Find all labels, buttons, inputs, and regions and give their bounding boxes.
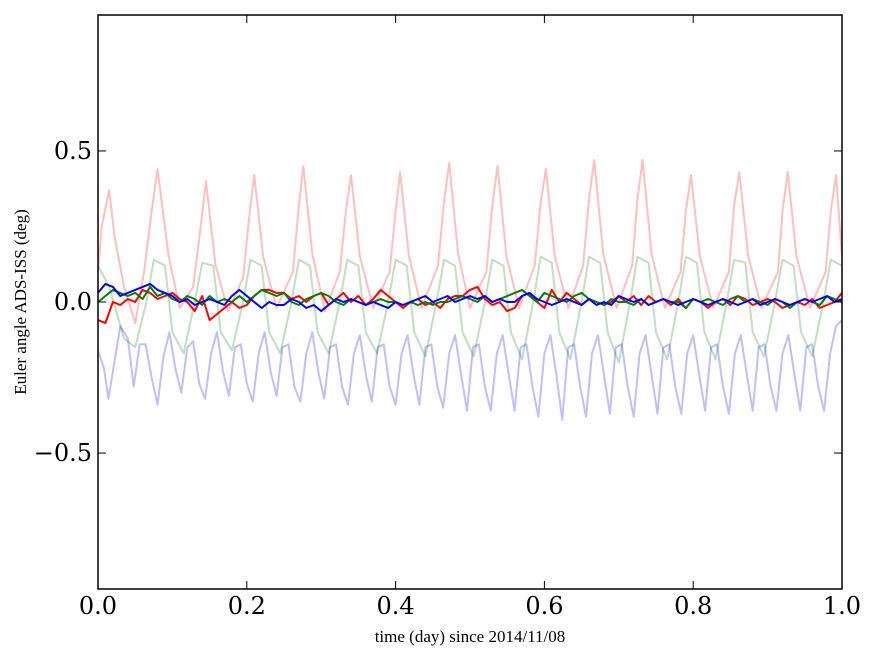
axis-ticks: 0.0 0.2 0.4 0.6 0.8 1.0 −0.5 0.0 0.5 [34,15,861,620]
x-tick-label: 0.0 [79,592,117,620]
series-line-yaw-faint [98,319,842,421]
series-line-pitch-faint [98,255,842,364]
series-line-pitch [98,285,842,309]
y-tick-label: −0.5 [34,439,92,467]
x-tick-label: 0.4 [377,592,415,620]
x-tick-label: 0.2 [228,592,266,620]
x-tick-label: 1.0 [823,592,861,620]
y-tick-label: 0.5 [54,137,92,165]
series-line-yaw [98,282,842,313]
y-axis-label: Euler angle ADS-ISS (deg) [11,209,30,395]
series-line-roll-faint [98,159,842,325]
series-layer [98,159,842,421]
x-tick-label: 0.8 [674,592,712,620]
x-tick-label: 0.6 [525,592,563,620]
x-axis-label: time (day) since 2014/11/08 [375,627,566,646]
y-tick-label: 0.0 [54,288,92,316]
